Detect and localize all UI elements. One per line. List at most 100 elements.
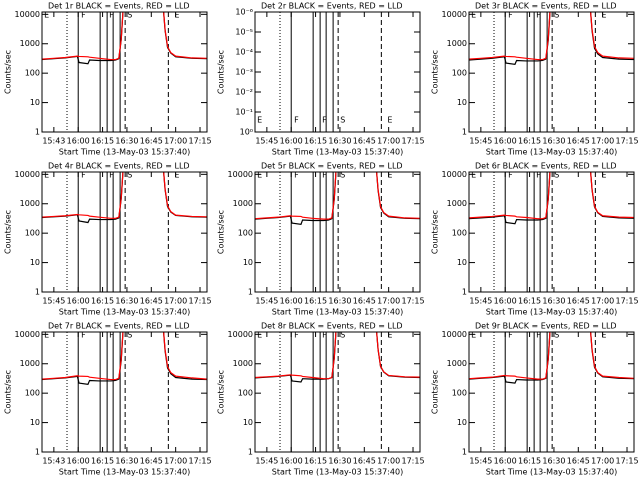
x-tick-label: 16:00 (494, 137, 517, 146)
x-tick-label: 16:15 (91, 457, 114, 466)
time-marker-label: S (554, 331, 559, 340)
data-line (42, 12, 207, 61)
x-tick-label: 16:30 (542, 457, 565, 466)
plot-area (255, 332, 420, 452)
time-marker-label: E (257, 331, 262, 340)
x-tick-label: 15:43 (42, 137, 65, 146)
x-tick-label: 16:15 (304, 297, 327, 306)
x-tick-label: 16:00 (67, 297, 90, 306)
y-tick-label: 100 (25, 69, 40, 78)
y-axis-label: Counts/sec (431, 370, 440, 414)
x-axis-label: Start Time (13-May-03 15:37:40) (272, 308, 403, 317)
x-axis-label: Start Time (13-May-03 15:37:40) (272, 148, 403, 157)
y-axis-label: Counts/sec (217, 210, 226, 254)
x-tick-label: 16:15 (91, 137, 114, 146)
y-tick-label: 1000 (233, 199, 253, 208)
time-marker-label: F (536, 171, 541, 180)
y-tick-label: 10 (30, 98, 40, 107)
y-tick-label: 100 (25, 389, 40, 398)
x-tick-label: 17:00 (377, 137, 400, 146)
x-tick-label: 16:30 (115, 137, 138, 146)
data-line (255, 332, 420, 380)
time-marker-label: E (174, 171, 179, 180)
y-tick-label: 10 (243, 258, 253, 267)
x-tick-label: 16:15 (518, 457, 541, 466)
time-marker-label: E (387, 331, 392, 340)
x-tick-label: 16:00 (67, 137, 90, 146)
x-tick-label: 16:30 (542, 297, 565, 306)
x-tick-label: 17:00 (591, 457, 614, 466)
time-marker-label: F (294, 116, 299, 125)
time-marker-label: F (294, 171, 299, 180)
data-line (469, 172, 634, 220)
chart-title: Det 1r BLACK = Events, RED = LLD (48, 2, 190, 11)
x-tick-label: 16:45 (567, 457, 590, 466)
time-marker-label: E (257, 116, 262, 125)
x-axis-label: Start Time (13-May-03 15:37:40) (59, 308, 190, 317)
time-marker-label: E (174, 11, 179, 20)
chart-title: Det 6r BLACK = Events, RED = LLD (475, 162, 617, 171)
data-line (469, 12, 634, 65)
time-marker-label: S (340, 331, 345, 340)
x-tick-label: 16:15 (304, 137, 327, 146)
time-marker-label: S (340, 116, 345, 125)
x-tick-label: 16:30 (328, 137, 351, 146)
y-tick-label: 100 (25, 229, 40, 238)
time-marker-label: E (174, 331, 179, 340)
x-tick-label: 16:30 (115, 297, 138, 306)
x-tick-label: 16:30 (328, 297, 351, 306)
time-marker-label: F (322, 116, 327, 125)
x-tick-label: 16:45 (353, 297, 376, 306)
y-tick-label: 10000 (442, 10, 467, 19)
axes-frame (41, 11, 208, 133)
time-marker-label: S (340, 171, 345, 180)
y-tick-label: 1000 (233, 359, 253, 368)
y-tick-label: 10 (243, 418, 253, 427)
x-tick-label: 16:00 (67, 457, 90, 466)
plot-area (469, 172, 634, 292)
x-tick-label: 16:30 (328, 457, 351, 466)
x-tick-label: 16:30 (542, 137, 565, 146)
time-marker-label: F (81, 171, 86, 180)
time-marker-label: E (44, 171, 49, 180)
time-marker-label: E (601, 11, 606, 20)
y-axis-label: Counts/sec (431, 210, 440, 254)
y-tick-label: 10000 (228, 170, 253, 179)
time-marker-label: F (109, 331, 114, 340)
time-marker-label: S (127, 11, 132, 20)
plot-area (42, 332, 207, 452)
x-tick-label: 16:00 (494, 297, 517, 306)
time-marker-label: S (554, 171, 559, 180)
y-tick-label: 10000 (15, 10, 40, 19)
x-axis-label: Start Time (13-May-03 15:37:40) (59, 468, 190, 477)
time-marker-label: F (322, 331, 327, 340)
y-tick-label: 100 (238, 229, 253, 238)
x-tick-label: 16:00 (494, 457, 517, 466)
x-tick-label: 15:45 (469, 297, 492, 306)
x-tick-label: 15:45 (255, 457, 278, 466)
y-tick-label: 10 (30, 418, 40, 427)
data-line (469, 12, 634, 61)
y-axis-label: Counts/sec (4, 370, 13, 414)
axes-frame (468, 331, 635, 453)
y-tick-label: 1 (35, 448, 40, 457)
y-axis-label: Counts/sec (217, 50, 226, 94)
x-tick-label: 15:45 (469, 457, 492, 466)
y-tick-label: 10⁻⁴ (235, 48, 253, 57)
time-marker-label: E (387, 171, 392, 180)
time-marker-label: F (536, 331, 541, 340)
axes-frame (41, 171, 208, 293)
y-tick-label: 10⁻¹ (235, 108, 253, 117)
time-marker-label: E (44, 11, 49, 20)
x-tick-label: 17:15 (401, 457, 424, 466)
y-axis-label: Counts/sec (431, 50, 440, 94)
y-tick-label: 10 (30, 258, 40, 267)
y-tick-label: 1 (248, 448, 253, 457)
y-tick-label: 100 (238, 389, 253, 398)
x-tick-label: 17:00 (377, 457, 400, 466)
y-tick-label: 10000 (228, 330, 253, 339)
data-line (469, 332, 634, 380)
x-tick-label: 16:00 (280, 137, 303, 146)
x-tick-label: 15:43 (42, 457, 65, 466)
